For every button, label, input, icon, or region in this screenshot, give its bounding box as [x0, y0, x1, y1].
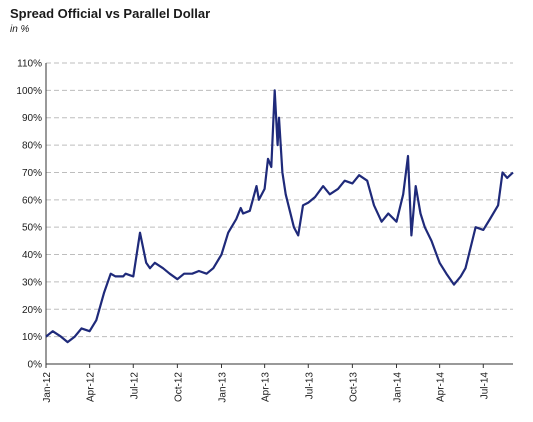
x-tick-label: Jul-12	[129, 372, 140, 400]
x-tick-label: Jan-14	[392, 372, 403, 403]
chart-title: Spread Official vs Parallel Dollar	[10, 6, 211, 21]
x-tick-label: Jan-12	[42, 372, 53, 403]
series-line	[45, 89, 514, 344]
x-tick-label: Apr-14	[436, 372, 447, 402]
y-tick-label: 80%	[22, 141, 42, 152]
y-tick-label: 70%	[22, 168, 42, 179]
gridlines	[46, 62, 513, 338]
chart-subtitle: in %	[10, 24, 30, 35]
x-tick-label: Jan-13	[217, 372, 228, 403]
y-tick-label: 0%	[28, 360, 43, 371]
x-tick-label: Jul-14	[479, 372, 490, 400]
x-tick-label: Oct-13	[348, 372, 359, 402]
x-axis-ticks: Jan-12 Apr-12 Jul-12 Oct-12 Jan-13 Apr-13 Jul-…	[42, 364, 490, 403]
y-tick-label: 60%	[22, 195, 42, 206]
y-tick-label: 110%	[17, 59, 42, 70]
y-tick-label: 100%	[16, 86, 42, 97]
y-tick-label: 90%	[22, 113, 42, 124]
y-tick-label: 50%	[22, 223, 42, 234]
x-tick-label: Apr-13	[261, 372, 272, 402]
y-tick-label: 20%	[22, 305, 42, 316]
x-tick-label: Jul-13	[304, 372, 315, 400]
y-tick-label: 10%	[22, 332, 42, 343]
x-tick-label: Apr-12	[86, 372, 97, 402]
x-tick-label: Oct-12	[173, 372, 184, 402]
y-axis-ticks: 0% 10% 20% 30% 40% 50% 60% 70% 80% 90% 100% 110%	[16, 59, 42, 371]
y-tick-label: 30%	[22, 277, 42, 288]
y-tick-label: 40%	[22, 250, 42, 261]
